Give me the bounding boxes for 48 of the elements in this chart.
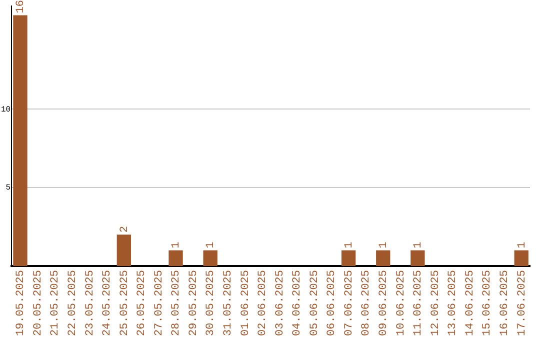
data-label: 1 — [378, 241, 390, 248]
x-tick-label: 11.06.2025 — [412, 270, 425, 336]
bar — [376, 250, 390, 266]
x-tick-label: 09.06.2025 — [378, 270, 390, 336]
data-label: 16 — [15, 0, 28, 14]
x-tick-label: 28.05.2025 — [170, 270, 183, 336]
data-label: 1 — [205, 241, 218, 248]
x-tick-label: 23.05.2025 — [84, 270, 96, 336]
x-tick-label: 19.05.2025 — [15, 270, 28, 336]
x-tick-label: 14.06.2025 — [464, 270, 476, 336]
x-tick-label: 04.06.2025 — [292, 270, 304, 336]
x-tick-label: 21.05.2025 — [50, 270, 62, 336]
y-tick-label: 5 — [6, 184, 11, 193]
x-tick-label: 31.05.2025 — [222, 270, 235, 336]
x-tick-label: 07.06.2025 — [343, 270, 356, 336]
x-tick-label: 29.05.2025 — [188, 270, 200, 336]
bar — [168, 250, 183, 266]
x-tick-label: 08.06.2025 — [360, 270, 373, 336]
x-tick-label: 13.06.2025 — [447, 270, 460, 336]
x-tick-label: 12.06.2025 — [430, 270, 442, 336]
x-tick-label: 06.06.2025 — [326, 270, 338, 336]
data-label: 1 — [170, 241, 183, 248]
bar — [116, 234, 132, 266]
x-tick-label: 16.06.2025 — [498, 270, 511, 336]
y-tick-label: 10 — [0, 105, 11, 114]
bar — [13, 15, 28, 266]
x-tick-label: 17.06.2025 — [516, 270, 528, 336]
data-label: 1 — [343, 241, 356, 248]
x-tick-label: 22.05.2025 — [66, 270, 79, 336]
x-tick-label: 20.05.2025 — [32, 270, 44, 336]
x-tick-label: 02.06.2025 — [257, 270, 270, 336]
bar — [341, 250, 356, 266]
bar — [203, 250, 218, 266]
x-tick-label: 24.05.2025 — [102, 270, 114, 336]
x-tick-label: 15.06.2025 — [482, 270, 494, 336]
data-label: 1 — [516, 241, 528, 248]
data-label: 1 — [412, 241, 425, 248]
bar — [514, 250, 528, 266]
x-tick-label: 30.05.2025 — [205, 270, 218, 336]
x-tick-label: 01.06.2025 — [240, 270, 252, 336]
x-tick-label: 10.06.2025 — [395, 270, 408, 336]
x-tick-label: 05.06.2025 — [308, 270, 321, 336]
x-tick-label: 26.05.2025 — [136, 270, 148, 336]
x-tick-label: 03.06.2025 — [274, 270, 286, 336]
data-label: 2 — [118, 226, 131, 233]
bar — [410, 250, 425, 266]
x-tick-label: 25.05.2025 — [118, 270, 131, 336]
x-tick-label: 27.05.2025 — [153, 270, 166, 336]
